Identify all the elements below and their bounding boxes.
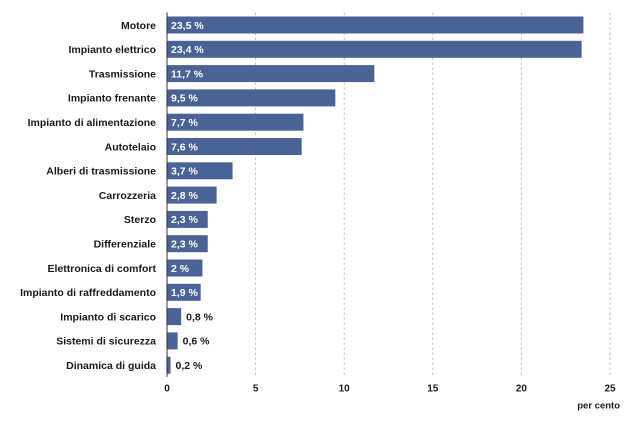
value-label: 23,4 % [171,44,204,56]
value-label: 2,3 % [171,239,199,251]
x-tick-label: 25 [604,384,616,395]
x-tick-label: 10 [339,384,351,395]
value-label: 11,7 % [171,68,204,80]
category-label: Motore [121,20,156,32]
value-label: 0,8 % [186,311,214,323]
value-label: 0,6 % [183,336,211,348]
category-label: Impianto frenante [68,93,156,105]
value-label: 7,7 % [171,117,199,129]
bar [167,356,171,374]
value-label: 9,5 % [171,93,199,105]
category-label: Differenziale [94,239,157,251]
bar [167,40,582,58]
x-tick-label: 20 [516,384,528,395]
bar [167,210,208,228]
category-labels: Motore Impianto elettrico Trasmissione Impi… [20,20,156,372]
value-label: 2 % [171,263,190,275]
category-label: Impianto di scarico [60,311,156,323]
bar [167,162,233,180]
category-label: Trasmissione [89,68,156,80]
x-tick-label: 0 [164,384,170,395]
category-label: Carrozzeria [99,190,156,202]
bar [167,235,208,253]
bar [167,186,217,204]
bar [167,16,584,34]
category-label: Sistemi di sicurezza [56,336,156,348]
value-label: 0,2 % [176,360,204,372]
bar [167,65,375,83]
category-label: Impianto elettrico [68,44,156,56]
value-label: 7,6 % [171,141,199,153]
value-label: 2,8 % [171,190,199,202]
x-tick-label: 5 [253,384,259,395]
category-label: Elettronica di comfort [47,263,156,275]
x-axis-unit-label: per cento [577,401,620,412]
category-label: Autotelaio [105,141,156,153]
bar [167,113,304,131]
x-axis-ticks: 0 5 10 15 20 25 [164,384,616,395]
value-labels: 23,5 % 23,4 % 11,7 % 9,5 % 7,7 % 7,6 % 3,7 % 2,… [171,20,214,372]
category-label: Impianto di raffreddamento [20,287,156,299]
bar [167,259,203,277]
bar [167,283,201,301]
category-label: Impianto di alimentazione [28,117,157,129]
bar [167,308,182,326]
x-tick-label: 15 [427,384,439,395]
category-label: Sterzo [124,214,156,226]
bar [167,89,336,107]
value-label: 2,3 % [171,214,199,226]
bar [167,332,178,350]
category-label: Alberi di trasmissione [46,166,156,178]
category-label: Dinamica di guida [66,360,156,372]
bar [167,138,302,155]
value-label: 1,9 % [171,287,199,299]
bars [167,16,584,374]
value-label: 3,7 % [171,166,199,178]
value-label: 23,5 % [171,20,204,32]
